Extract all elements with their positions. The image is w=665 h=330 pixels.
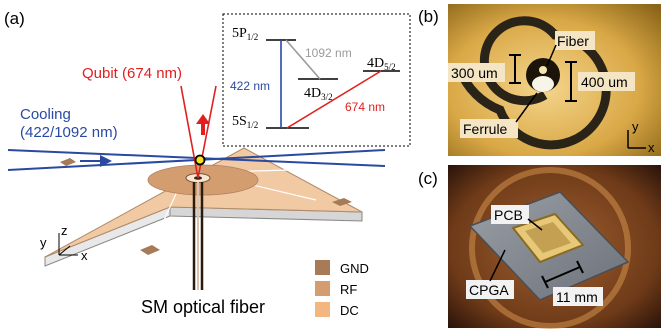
- legend-swatch-gnd: [315, 260, 330, 275]
- label-cpga: CPGA: [469, 282, 509, 298]
- label-bg-pcb: [491, 205, 529, 224]
- inset-box: [222, 13, 411, 147]
- legend-swatch-dc: [315, 302, 330, 317]
- label-1092nm: 1092 nm: [305, 46, 352, 60]
- label-422nm: 422 nm: [230, 79, 270, 93]
- panel-a-label: (a): [4, 9, 25, 28]
- label-5S: 5S1/2: [232, 114, 258, 130]
- label-400um: 400 um: [581, 74, 628, 90]
- label-fiber: Fiber: [557, 33, 589, 49]
- gnd-pad-left: [60, 158, 76, 166]
- transition-1092: [285, 39, 321, 80]
- fiber-core: [532, 76, 554, 92]
- axes-b: [627, 130, 646, 149]
- label-bg-400: [578, 72, 635, 91]
- gnd-pad-bottom: [140, 245, 160, 255]
- legend-label-rf: RF: [340, 282, 357, 297]
- label-4D52: 4D5/2: [367, 56, 396, 72]
- qubit-label: Qubit (674 nm): [82, 65, 182, 82]
- label-4D32: 4D3/2: [304, 86, 333, 102]
- energy-level-diagram: 5P1/2 5S1/2 4D3/2 4D5/2 422 nm 1092 nm 6…: [222, 13, 411, 147]
- scale-300um: [509, 54, 521, 84]
- scale-400um: [565, 61, 577, 102]
- label-ferrule: Ferrule: [463, 121, 508, 137]
- cooling-arrow: [80, 155, 112, 167]
- axis-z-label: z: [61, 223, 68, 238]
- leader-pcb: [527, 218, 543, 231]
- legend-swatch-rf: [315, 281, 330, 296]
- leader-fiber: [546, 44, 557, 67]
- qubit-arrow: [196, 114, 210, 135]
- label-674nm: 674 nm: [345, 100, 385, 114]
- leader-ferrule: [515, 92, 538, 123]
- legend-label-gnd: GND: [340, 261, 369, 276]
- pcb-center: [525, 222, 571, 253]
- scale-11mm: [541, 260, 584, 289]
- label-bg-300: [448, 63, 505, 82]
- axis-x-label: x: [81, 248, 88, 263]
- axes-triad: [58, 233, 78, 256]
- axis-b-x: x: [648, 140, 655, 155]
- optical-fiber: [192, 182, 204, 290]
- label-bg-cpga: [466, 280, 514, 299]
- label-bg-ferrule: [460, 119, 518, 138]
- panel-c-label: (c): [418, 169, 438, 188]
- axis-b-y: y: [632, 119, 639, 134]
- cooling-label-1: Cooling: [20, 106, 71, 123]
- label-bg-fiber: [555, 31, 595, 50]
- label-11mm: 11 mm: [556, 289, 598, 305]
- label-5P: 5P1/2: [232, 26, 258, 42]
- label-pcb: PCB: [494, 207, 523, 223]
- gnd-pad-right: [332, 198, 352, 206]
- cooling-label-2: (422/1092 nm): [20, 124, 118, 141]
- label-300um: 300 um: [451, 65, 498, 81]
- panel-b-label: (b): [418, 7, 439, 26]
- mount-ring: [469, 167, 631, 329]
- label-bg-11mm: [553, 287, 603, 306]
- leader-cpga: [489, 249, 506, 282]
- axis-y-label: y: [40, 235, 47, 250]
- trapped-ion: [194, 154, 206, 166]
- transition-674: [286, 70, 382, 129]
- fiber-ring: [539, 66, 547, 74]
- legend: GND RF DC: [315, 260, 369, 318]
- legend-label-dc: DC: [340, 303, 359, 318]
- fiber-label: SM optical fiber: [141, 297, 265, 317]
